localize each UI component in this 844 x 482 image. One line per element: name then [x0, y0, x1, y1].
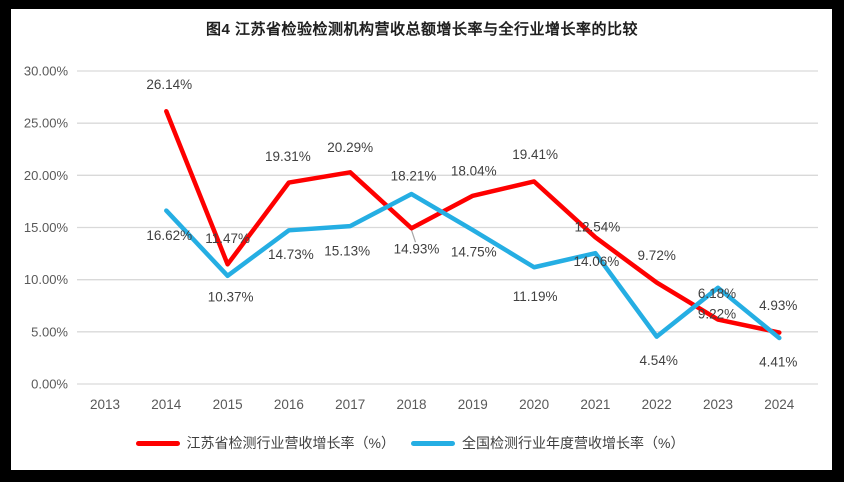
data-label-series-0: 20.29%: [327, 140, 373, 155]
y-axis-tick-label: 30.00%: [24, 64, 69, 79]
y-axis-tick-label: 25.00%: [24, 116, 69, 131]
data-label-series-0: 18.04%: [451, 163, 497, 178]
x-axis-tick-label: 2017: [335, 397, 365, 412]
series-line-1: [164, 191, 782, 341]
data-label-series-1: 11.19%: [513, 289, 558, 304]
data-label-series-1: 12.54%: [575, 220, 621, 235]
legend-blue-line-swatch: [411, 440, 455, 446]
data-label-series-1: 18.21%: [391, 169, 437, 184]
x-axis-tick-label: 2016: [274, 397, 304, 412]
chart-background: [11, 9, 832, 470]
data-label-series-0: 6.18%: [698, 286, 736, 301]
data-label-series-1: 14.75%: [451, 245, 497, 260]
data-label-series-1: 4.41%: [759, 354, 797, 369]
y-axis-tick-label: 20.00%: [24, 168, 69, 183]
data-label-series-1: 16.62%: [146, 228, 192, 243]
legend-item-jiangsu: 江苏省检测行业营收增长率（%）: [135, 433, 395, 453]
data-label-series-1: 4.54%: [640, 353, 678, 368]
x-axis-tick-label: 2015: [213, 397, 243, 412]
legend-label-national: 全国检测行业年度营收增长率（%）: [462, 435, 685, 451]
data-label-series-1: 15.13%: [324, 244, 370, 259]
x-axis-tick-label: 2013: [90, 397, 120, 412]
legend-red-line-swatch: [135, 440, 180, 446]
data-label-series-0: 19.31%: [265, 149, 311, 164]
data-label-series-0: 11.47%: [205, 231, 250, 246]
data-label-series-0: 14.93%: [394, 242, 440, 257]
x-axis-tick-label: 2023: [703, 397, 733, 412]
x-axis-tick-label: 2024: [764, 397, 795, 412]
y-axis-tick-label: 10.00%: [24, 272, 69, 287]
x-axis-tick-label: 2020: [519, 397, 549, 412]
data-label-leader-line: [410, 230, 417, 243]
data-label-series-0: 9.72%: [638, 248, 676, 263]
y-axis-tick-label: 0.00%: [31, 377, 68, 392]
chart-legend: 江苏省检测行业营收增长率（%） 全国检测行业年度营收增长率（%）: [0, 433, 820, 453]
x-axis-tick-label: 2021: [580, 397, 610, 412]
data-label-series-1: 14.73%: [268, 247, 314, 262]
series-line-0: [164, 109, 782, 335]
data-label-series-0: 14.06%: [574, 254, 620, 269]
x-axis-tick-label: 2018: [396, 397, 426, 412]
data-label-series-0: 26.14%: [146, 77, 192, 92]
x-axis-tick-label: 2022: [642, 397, 672, 412]
data-label-series-1: 10.37%: [208, 289, 254, 304]
y-axis-tick-label: 15.00%: [24, 220, 69, 235]
data-label-series-1: 9.22%: [698, 306, 736, 321]
chart-title: 图4 江苏省检验检测机构营收总额增长率与全行业增长率的比较: [205, 21, 638, 38]
y-axis-tick-label: 5.00%: [31, 324, 68, 339]
legend-label-jiangsu: 江苏省检测行业营收增长率（%）: [186, 435, 395, 451]
x-axis-tick-label: 2014: [151, 397, 182, 412]
data-label-series-0: 19.41%: [512, 147, 558, 162]
legend-item-national: 全国检测行业年度营收增长率（%）: [411, 433, 684, 453]
x-axis-tick-label: 2019: [458, 397, 488, 412]
data-label-series-0: 4.93%: [759, 298, 797, 313]
